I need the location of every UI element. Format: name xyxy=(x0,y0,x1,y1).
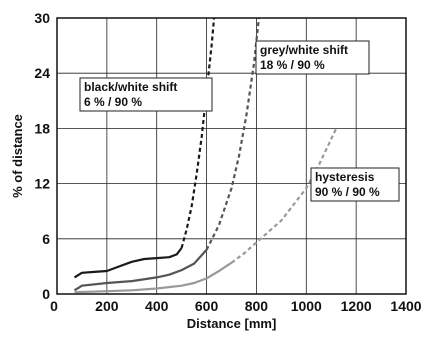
series-line-1-solid xyxy=(73,247,183,279)
annotation-text: hysteresis xyxy=(315,170,375,184)
x-tick-label: 1000 xyxy=(291,298,322,314)
y-tick-label: 0 xyxy=(42,286,50,302)
annotation-text: black/white shift xyxy=(84,80,177,94)
y-tick-label: 24 xyxy=(34,65,50,81)
series-line-2-dashed xyxy=(205,17,260,251)
y-tick-label: 6 xyxy=(42,231,50,247)
y-tick-label: 18 xyxy=(34,120,50,136)
annotation-text: 6 % / 90 % xyxy=(84,95,142,109)
x-tick-label: 800 xyxy=(245,298,269,314)
plot-frame xyxy=(56,17,407,295)
x-axis-title: Distance [mm] xyxy=(187,316,277,331)
annotation-text: grey/white shift xyxy=(260,43,348,57)
x-tick-label: 600 xyxy=(195,298,219,314)
x-tick-label: 400 xyxy=(145,298,169,314)
y-axis-title: % of distance xyxy=(10,114,25,198)
y-tick-labels: 0 6 12 18 24 30 xyxy=(34,10,50,302)
series-layer xyxy=(73,17,338,294)
y-tick-label: 30 xyxy=(34,10,50,26)
annotation-box xyxy=(255,40,370,75)
series-line-3-dashed xyxy=(230,127,338,264)
x-tick-label: 200 xyxy=(95,298,119,314)
annotation-box xyxy=(79,77,213,112)
x-tick-labels: 0 200 400 600 800 1000 1200 1400 xyxy=(50,298,422,314)
x-tick-label: 1400 xyxy=(390,298,421,314)
annotation-text: 90 % / 90 % xyxy=(315,185,380,199)
series-line-3-solid xyxy=(74,261,233,294)
series-line-1-dashed xyxy=(180,17,216,249)
y-tick-label: 12 xyxy=(34,176,50,192)
series-line-2-solid xyxy=(73,249,208,292)
x-tick-label: 0 xyxy=(50,298,58,314)
annotation-text: 18 % / 90 % xyxy=(260,58,325,72)
annotation-box xyxy=(310,167,400,202)
x-tick-label: 1200 xyxy=(341,298,372,314)
